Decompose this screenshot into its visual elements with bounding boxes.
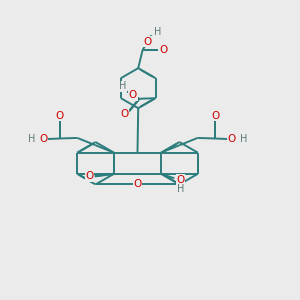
Text: O: O (85, 171, 94, 181)
Text: H: H (177, 184, 184, 194)
Text: O: O (39, 134, 48, 144)
Text: O: O (211, 110, 219, 121)
Text: O: O (134, 179, 142, 190)
Text: O: O (227, 134, 236, 144)
Text: H: H (119, 81, 127, 92)
Text: H: H (239, 134, 247, 144)
Text: O: O (177, 175, 185, 185)
Text: H: H (28, 134, 35, 144)
Text: O: O (160, 45, 168, 55)
Text: O: O (143, 37, 151, 46)
Text: O: O (129, 90, 137, 100)
Text: H: H (154, 27, 161, 37)
Text: O: O (121, 109, 129, 119)
Text: O: O (56, 110, 64, 121)
